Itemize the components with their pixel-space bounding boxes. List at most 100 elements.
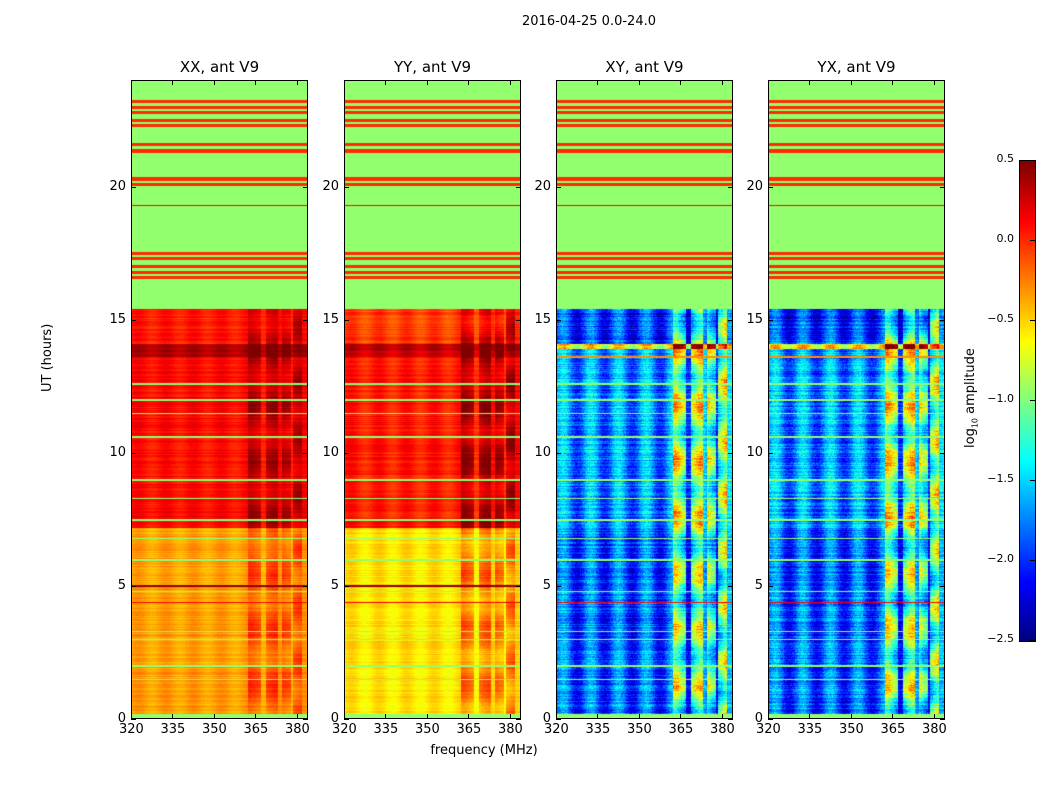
x-tick — [768, 80, 769, 85]
x-tick-label: 335 — [797, 722, 823, 737]
x-tick — [721, 714, 723, 719]
panel-xy: XY, ant V9 320 335 350 365 380 0 5 10 15 20 — [534, 58, 734, 737]
y-tick — [768, 186, 773, 188]
x-tick — [809, 80, 811, 85]
x-tick-label: 380 — [497, 722, 523, 737]
panel-yy: YY, ant V9 320 335 350 365 380 0 5 10 15 20 — [322, 58, 522, 737]
y-tick-label: 10 — [109, 444, 126, 460]
y-tick-label: 5 — [542, 577, 551, 593]
y-tick — [556, 452, 561, 454]
x-tick-label: 350 — [838, 722, 864, 737]
panel-title: YY, ant V9 — [393, 58, 471, 76]
x-tick — [721, 80, 723, 85]
panel-title: XY, ant V9 — [605, 58, 684, 76]
x-tick — [426, 80, 428, 85]
x-tick — [131, 714, 132, 719]
x-tick — [597, 714, 599, 719]
y-tick — [131, 719, 136, 720]
y-tick — [516, 186, 521, 188]
y-tick — [768, 719, 773, 720]
plot-frame — [131, 80, 308, 719]
x-tick — [850, 714, 852, 719]
colorbar-tick — [1030, 640, 1035, 641]
y-tick — [516, 452, 521, 454]
panel-title: YX, ant V9 — [817, 58, 896, 76]
y-tick-label: 10 — [322, 444, 339, 460]
x-tick-label: 365 — [243, 722, 269, 737]
x-tick — [556, 80, 557, 85]
colorbar-tick — [1030, 400, 1035, 401]
y-axis-label: UT (hours) — [40, 323, 55, 392]
x-tick — [638, 80, 640, 85]
x-tick-label: 335 — [160, 722, 186, 737]
x-tick — [768, 714, 769, 719]
y-tick — [728, 719, 733, 720]
spectrogram-heatmap — [556, 80, 733, 719]
y-tick — [516, 719, 521, 720]
x-tick — [638, 714, 640, 719]
y-tick — [131, 585, 136, 587]
figure-title: 2016-04-25 0.0-24.0 — [522, 14, 656, 29]
x-tick — [255, 714, 257, 719]
y-tick — [728, 319, 733, 321]
colorbar-tick — [1030, 480, 1035, 481]
colorbar-tick — [1030, 560, 1035, 561]
y-tick — [940, 452, 945, 454]
y-tick — [303, 186, 308, 188]
y-tick-label: 15 — [322, 311, 339, 327]
y-tick — [516, 585, 521, 587]
y-tick — [344, 719, 349, 720]
y-tick — [556, 719, 561, 720]
y-tick — [131, 319, 136, 321]
y-tick — [728, 186, 733, 188]
y-tick-label: 15 — [109, 311, 126, 327]
colorbar-tick-label: −2.5 — [987, 632, 1014, 645]
x-tick-label: 320 — [756, 722, 781, 737]
colorbar-tick-label: −1.5 — [987, 472, 1014, 485]
y-tick — [131, 452, 136, 454]
y-tick — [940, 319, 945, 321]
colorbar-label: log10 amplitude — [963, 348, 980, 448]
colorbar-tick — [1030, 240, 1035, 241]
x-tick-label: 365 — [456, 722, 482, 737]
x-tick-label: 320 — [332, 722, 357, 737]
x-tick — [933, 80, 935, 85]
x-tick-label: 350 — [626, 722, 652, 737]
plot-frame — [768, 80, 945, 719]
x-tick — [426, 714, 428, 719]
x-tick — [597, 80, 599, 85]
y-tick — [344, 452, 349, 454]
x-tick — [344, 80, 345, 85]
panel-yx: YX, ant V9 320 335 350 365 380 0 5 10 15 20 — [746, 58, 946, 737]
x-tick-label: 365 — [880, 722, 906, 737]
panel-xx: XX, ant V9 320 335 350 365 380 0 5 10 15 20 — [109, 58, 309, 737]
x-tick-label: 380 — [284, 722, 310, 737]
x-tick — [892, 80, 894, 85]
x-tick-label: 350 — [414, 722, 440, 737]
x-tick — [344, 714, 345, 719]
y-tick-label: 20 — [746, 178, 763, 194]
y-tick — [940, 585, 945, 587]
x-tick — [509, 80, 511, 85]
x-tick-label: 380 — [709, 722, 735, 737]
y-tick-label: 5 — [330, 577, 339, 593]
y-tick — [303, 319, 308, 321]
x-tick-label: 320 — [544, 722, 569, 737]
spectrogram-heatmap — [131, 80, 308, 719]
colorbar-tick-label: 0.0 — [996, 232, 1015, 245]
y-tick-label: 10 — [746, 444, 763, 460]
x-axis-label: frequency (MHz) — [430, 743, 538, 758]
x-tick — [385, 80, 387, 85]
colorbar-tick-label: −1.0 — [987, 392, 1014, 405]
x-tick — [809, 714, 811, 719]
y-tick — [516, 319, 521, 321]
x-tick-label: 335 — [585, 722, 611, 737]
y-tick — [303, 719, 308, 720]
y-tick-label: 15 — [534, 311, 551, 327]
y-tick — [768, 452, 773, 454]
y-tick-label: 0 — [117, 711, 126, 726]
y-tick — [556, 319, 561, 321]
y-tick — [344, 319, 349, 321]
x-tick — [509, 714, 511, 719]
